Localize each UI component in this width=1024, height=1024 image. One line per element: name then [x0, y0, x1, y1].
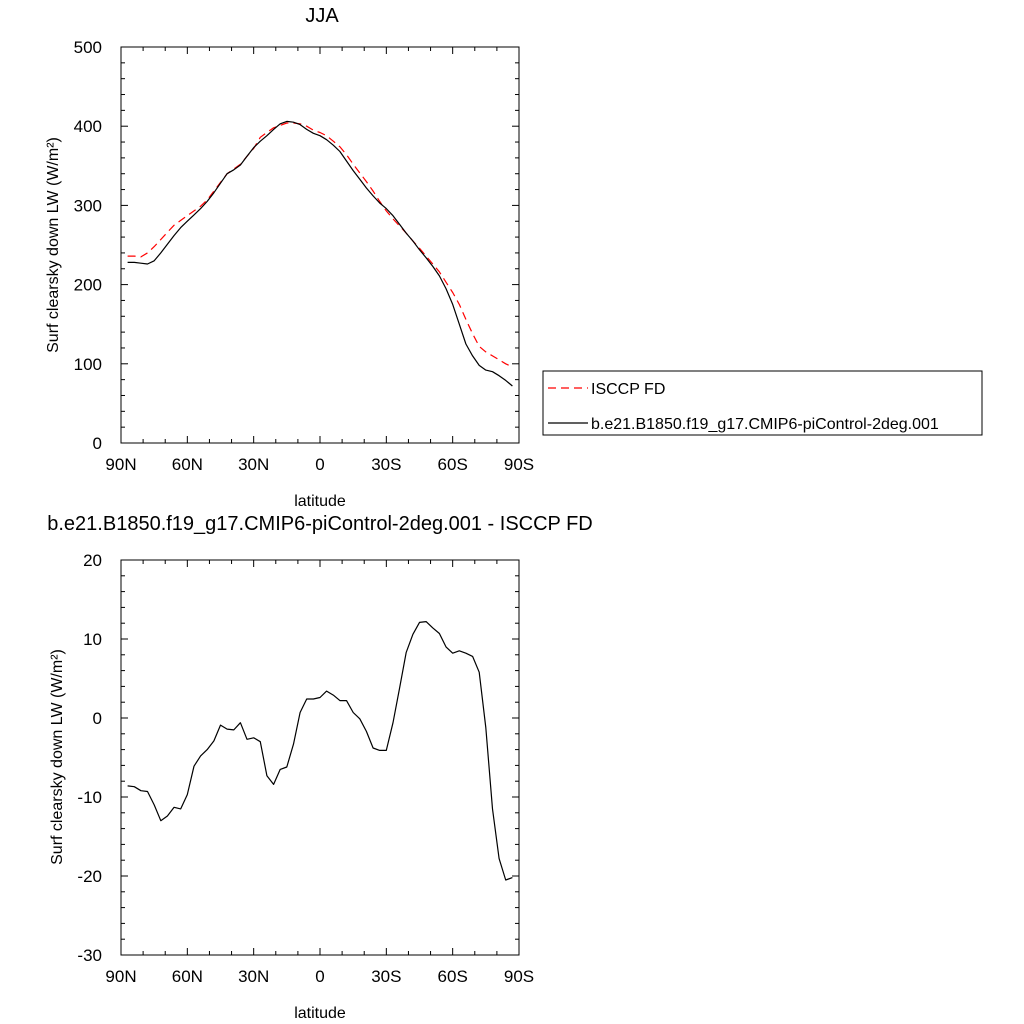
top-series [127, 120, 513, 387]
top-x-tick-label: 0 [315, 455, 324, 474]
legend-box [542, 370, 983, 436]
top-y-tick-labels: 0 100 200 300 400 500 [74, 38, 102, 453]
top-series-line-0 [127, 122, 513, 368]
bottom-y-tick-labels: -30 -20 -10 0 10 20 [77, 551, 102, 965]
top-x-tick-label: 90S [504, 455, 534, 474]
top-x-tick-label: 90N [105, 455, 136, 474]
top-x-axis-label: latitude [294, 493, 346, 510]
bottom-x-tick-label: 60N [172, 967, 203, 986]
legend-label-isccp: ISCCP FD [591, 381, 665, 398]
bottom-y-tick-label: -20 [77, 867, 102, 886]
top-y-tick-label: 300 [74, 196, 102, 215]
top-chart-title: JJA [305, 5, 339, 27]
top-x-tick-label: 30S [371, 455, 401, 474]
top-x-tick-label: 60S [438, 455, 468, 474]
bottom-x-tick-label: 30N [238, 967, 269, 986]
top-y-tick-label: 100 [74, 355, 102, 374]
bottom-y-tick-label: -10 [77, 788, 102, 807]
top-y-tick-label: 500 [74, 38, 102, 57]
top-plot-frame [120, 46, 520, 444]
top-y-tick-label: 200 [74, 276, 102, 295]
top-x-tick-labels: 90N 60N 30N 0 30S 60S 90S [105, 455, 534, 474]
top-y-tick-label: 400 [74, 117, 102, 136]
bottom-x-axis-label: latitude [294, 1005, 346, 1022]
bottom-chart: b.e21.B1850.f19_g17.CMIP6-piControl-2deg… [47, 513, 593, 1022]
bottom-x-tick-label: 90S [504, 967, 534, 986]
top-x-tick-label: 60N [172, 455, 203, 474]
bottom-plot-frame [120, 559, 520, 956]
bottom-series [127, 620, 513, 881]
bottom-y-axis-label: Surf clearsky down LW (W/m²) [49, 649, 66, 865]
bottom-x-tick-label: 90N [105, 967, 136, 986]
bottom-chart-title: b.e21.B1850.f19_g17.CMIP6-piControl-2deg… [47, 513, 593, 535]
legend-label-model: b.e21.B1850.f19_g17.CMIP6-piControl-2deg… [591, 416, 939, 433]
top-y-tick-label: 0 [93, 434, 102, 453]
bottom-series-line-0 [127, 620, 513, 881]
bottom-y-tick-label: -30 [77, 946, 102, 965]
top-chart: JJA 90N 60N 30N 0 30S 60S 90S 0 100 200 300 400 500… [45, 5, 534, 510]
top-x-tick-label: 30N [238, 455, 269, 474]
bottom-y-tick-label: 10 [83, 630, 102, 649]
bottom-x-tick-label: 60S [438, 967, 468, 986]
legend: ISCCP FD b.e21.B1850.f19_g17.CMIP6-piCon… [542, 370, 983, 436]
bottom-x-tick-label: 30S [371, 967, 401, 986]
bottom-x-tick-label: 0 [315, 967, 324, 986]
bottom-y-tick-label: 0 [93, 709, 102, 728]
top-y-axis-label: Surf clearsky down LW (W/m²) [45, 137, 62, 353]
bottom-x-tick-labels: 90N 60N 30N 0 30S 60S 90S [105, 967, 534, 986]
top-series-line-1 [127, 120, 513, 387]
bottom-y-tick-label: 20 [83, 551, 102, 570]
